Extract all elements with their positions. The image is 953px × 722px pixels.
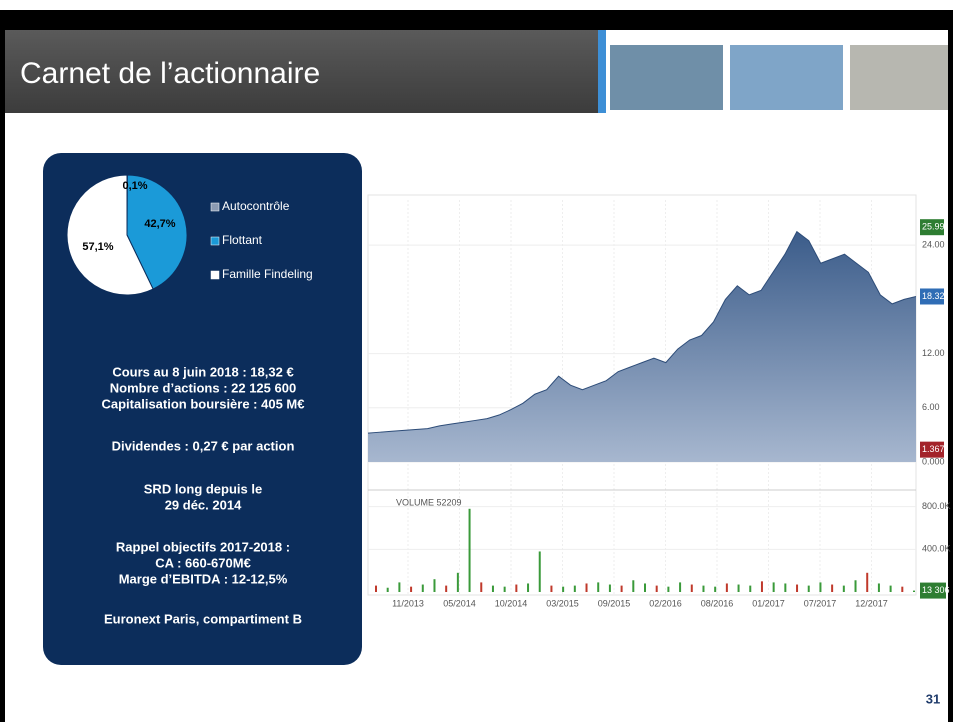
left-border — [0, 10, 5, 722]
volume-bar — [866, 573, 868, 592]
x-tick-label: 10/2014 — [495, 598, 528, 608]
pie-label: 57,1% — [82, 241, 113, 253]
volume-bar — [527, 583, 529, 592]
volume-bar — [855, 580, 857, 592]
x-tick-label: 09/2015 — [598, 598, 631, 608]
volume-bar — [831, 585, 833, 592]
info-line: CA : 660-670M€ — [155, 555, 251, 570]
volume-bar — [913, 591, 915, 592]
volume-bar — [562, 587, 564, 592]
volume-bar — [890, 586, 892, 592]
pie-label: 0,1% — [122, 180, 147, 192]
volume-bar — [410, 587, 412, 592]
volume-bar — [808, 586, 810, 592]
page-number: 31 — [926, 691, 940, 706]
volume-bar — [726, 583, 728, 592]
volume-bar — [387, 588, 389, 592]
x-tick-label: 12/2017 — [855, 598, 888, 608]
volume-bar — [667, 587, 669, 592]
volume-bar — [469, 509, 471, 592]
x-tick-label: 08/2016 — [701, 598, 734, 608]
y-tick-label: 12.00 — [922, 348, 945, 358]
legend-swatch — [211, 203, 219, 211]
header-title: Carnet de l’actionnaire — [20, 57, 320, 90]
info-line: Marge d’EBITDA : 12-12,5% — [119, 571, 288, 586]
volume-bar — [504, 587, 506, 592]
x-tick-label: 07/2017 — [804, 598, 837, 608]
x-tick-label: 11/2013 — [392, 598, 424, 608]
legend-label: Autocontrôle — [222, 199, 290, 213]
volume-bar — [632, 580, 634, 592]
info-line: Rappel objectifs 2017-2018 : — [116, 539, 290, 554]
legend-swatch — [211, 271, 219, 279]
volume-bar — [901, 587, 903, 592]
volume-bar — [586, 583, 588, 592]
volume-bar — [738, 585, 740, 592]
y-tick-label: 800.0K — [922, 501, 951, 511]
volume-bar — [656, 586, 658, 592]
volume-bar — [609, 585, 611, 592]
right-border — [948, 10, 953, 722]
volume-bar — [457, 573, 459, 592]
photo — [610, 45, 723, 110]
volume-bar — [714, 587, 716, 592]
info-line: Capitalisation boursière : 405 M€ — [101, 396, 304, 411]
photo — [730, 45, 843, 110]
volume-marker-label: 13 306 — [922, 585, 950, 595]
volume-bar — [843, 586, 845, 592]
volume-bar — [773, 582, 775, 592]
photo — [850, 45, 948, 110]
info-line: Euronext Paris, compartiment B — [104, 611, 302, 626]
y-tick-label: 24.00 — [922, 240, 945, 250]
volume-bar — [398, 582, 400, 592]
volume-bar — [550, 586, 552, 592]
y-tick-label: 0.000 — [922, 456, 945, 466]
pie-label: 42,7% — [144, 218, 175, 230]
info-line: Dividendes : 0,27 € par action — [112, 438, 295, 453]
volume-bar — [492, 586, 494, 592]
volume-bar — [621, 586, 623, 592]
top-bar — [0, 10, 953, 30]
info-line: Nombre d’actions : 22 125 600 — [110, 380, 296, 395]
volume-bar — [515, 585, 517, 592]
volume-bar — [539, 551, 541, 592]
x-tick-label: 03/2015 — [546, 598, 579, 608]
price-marker-label: 1.367 — [922, 444, 945, 454]
info-line: Cours au 8 juin 2018 : 18,32 € — [112, 364, 293, 379]
volume-bar — [597, 582, 599, 592]
volume-bar — [433, 579, 435, 592]
volume-bar — [796, 585, 798, 592]
volume-title: VOLUME 52209 — [396, 497, 462, 507]
volume-bar — [691, 585, 693, 592]
volume-bar — [761, 581, 763, 592]
header-strip — [598, 30, 606, 113]
volume-bar — [784, 583, 786, 592]
volume-bar — [574, 586, 576, 592]
volume-bar — [445, 586, 447, 592]
info-line: 29 déc. 2014 — [165, 497, 242, 512]
legend-swatch — [211, 237, 219, 245]
x-tick-label: 02/2016 — [649, 598, 682, 608]
x-tick-label: 01/2017 — [752, 598, 785, 608]
price-marker-label: 18.32 — [922, 291, 945, 301]
legend-label: Flottant — [222, 233, 263, 247]
volume-bar — [644, 583, 646, 592]
slide: Carnet de l’actionnaire 31 0,1% 42,7% 57,1… — [0, 0, 953, 722]
volume-bar — [819, 582, 821, 592]
y-tick-label: 6.00 — [922, 402, 940, 412]
price-marker-label: 25.99 — [922, 222, 945, 232]
volume-bar — [480, 582, 482, 592]
volume-bar — [878, 583, 880, 592]
volume-bar — [702, 586, 704, 592]
x-tick-label: 05/2014 — [443, 598, 476, 608]
info-line: SRD long depuis le — [144, 481, 262, 496]
volume-bar — [749, 586, 751, 592]
legend-label: Famille Findeling — [222, 267, 313, 281]
volume-bar — [422, 585, 424, 592]
y-tick-label: 400.0K — [922, 544, 951, 554]
volume-bar — [679, 582, 681, 592]
volume-bar — [375, 586, 377, 592]
